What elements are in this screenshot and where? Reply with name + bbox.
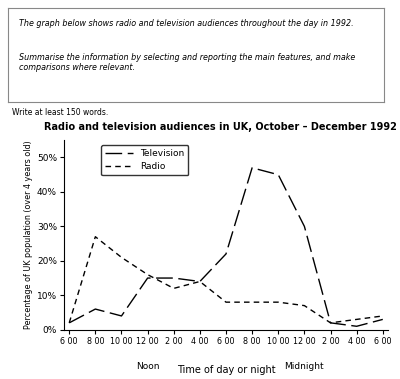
Text: Radio and television audiences in UK, October – December 1992: Radio and television audiences in UK, Oc…: [44, 122, 396, 132]
Text: Summarise the information by selecting and reporting the main features, and make: Summarise the information by selecting a…: [19, 53, 356, 72]
Y-axis label: Percentage of UK population (over 4 years old): Percentage of UK population (over 4 year…: [24, 141, 33, 329]
Text: Midnight: Midnight: [284, 362, 324, 371]
Text: The graph below shows radio and television audiences throughout the day in 1992.: The graph below shows radio and televisi…: [19, 19, 354, 28]
Text: Write at least 150 words.: Write at least 150 words.: [12, 108, 108, 117]
Text: Noon: Noon: [136, 362, 159, 371]
Legend: Television, Radio: Television, Radio: [101, 145, 188, 175]
X-axis label: Time of day or night: Time of day or night: [177, 365, 275, 375]
